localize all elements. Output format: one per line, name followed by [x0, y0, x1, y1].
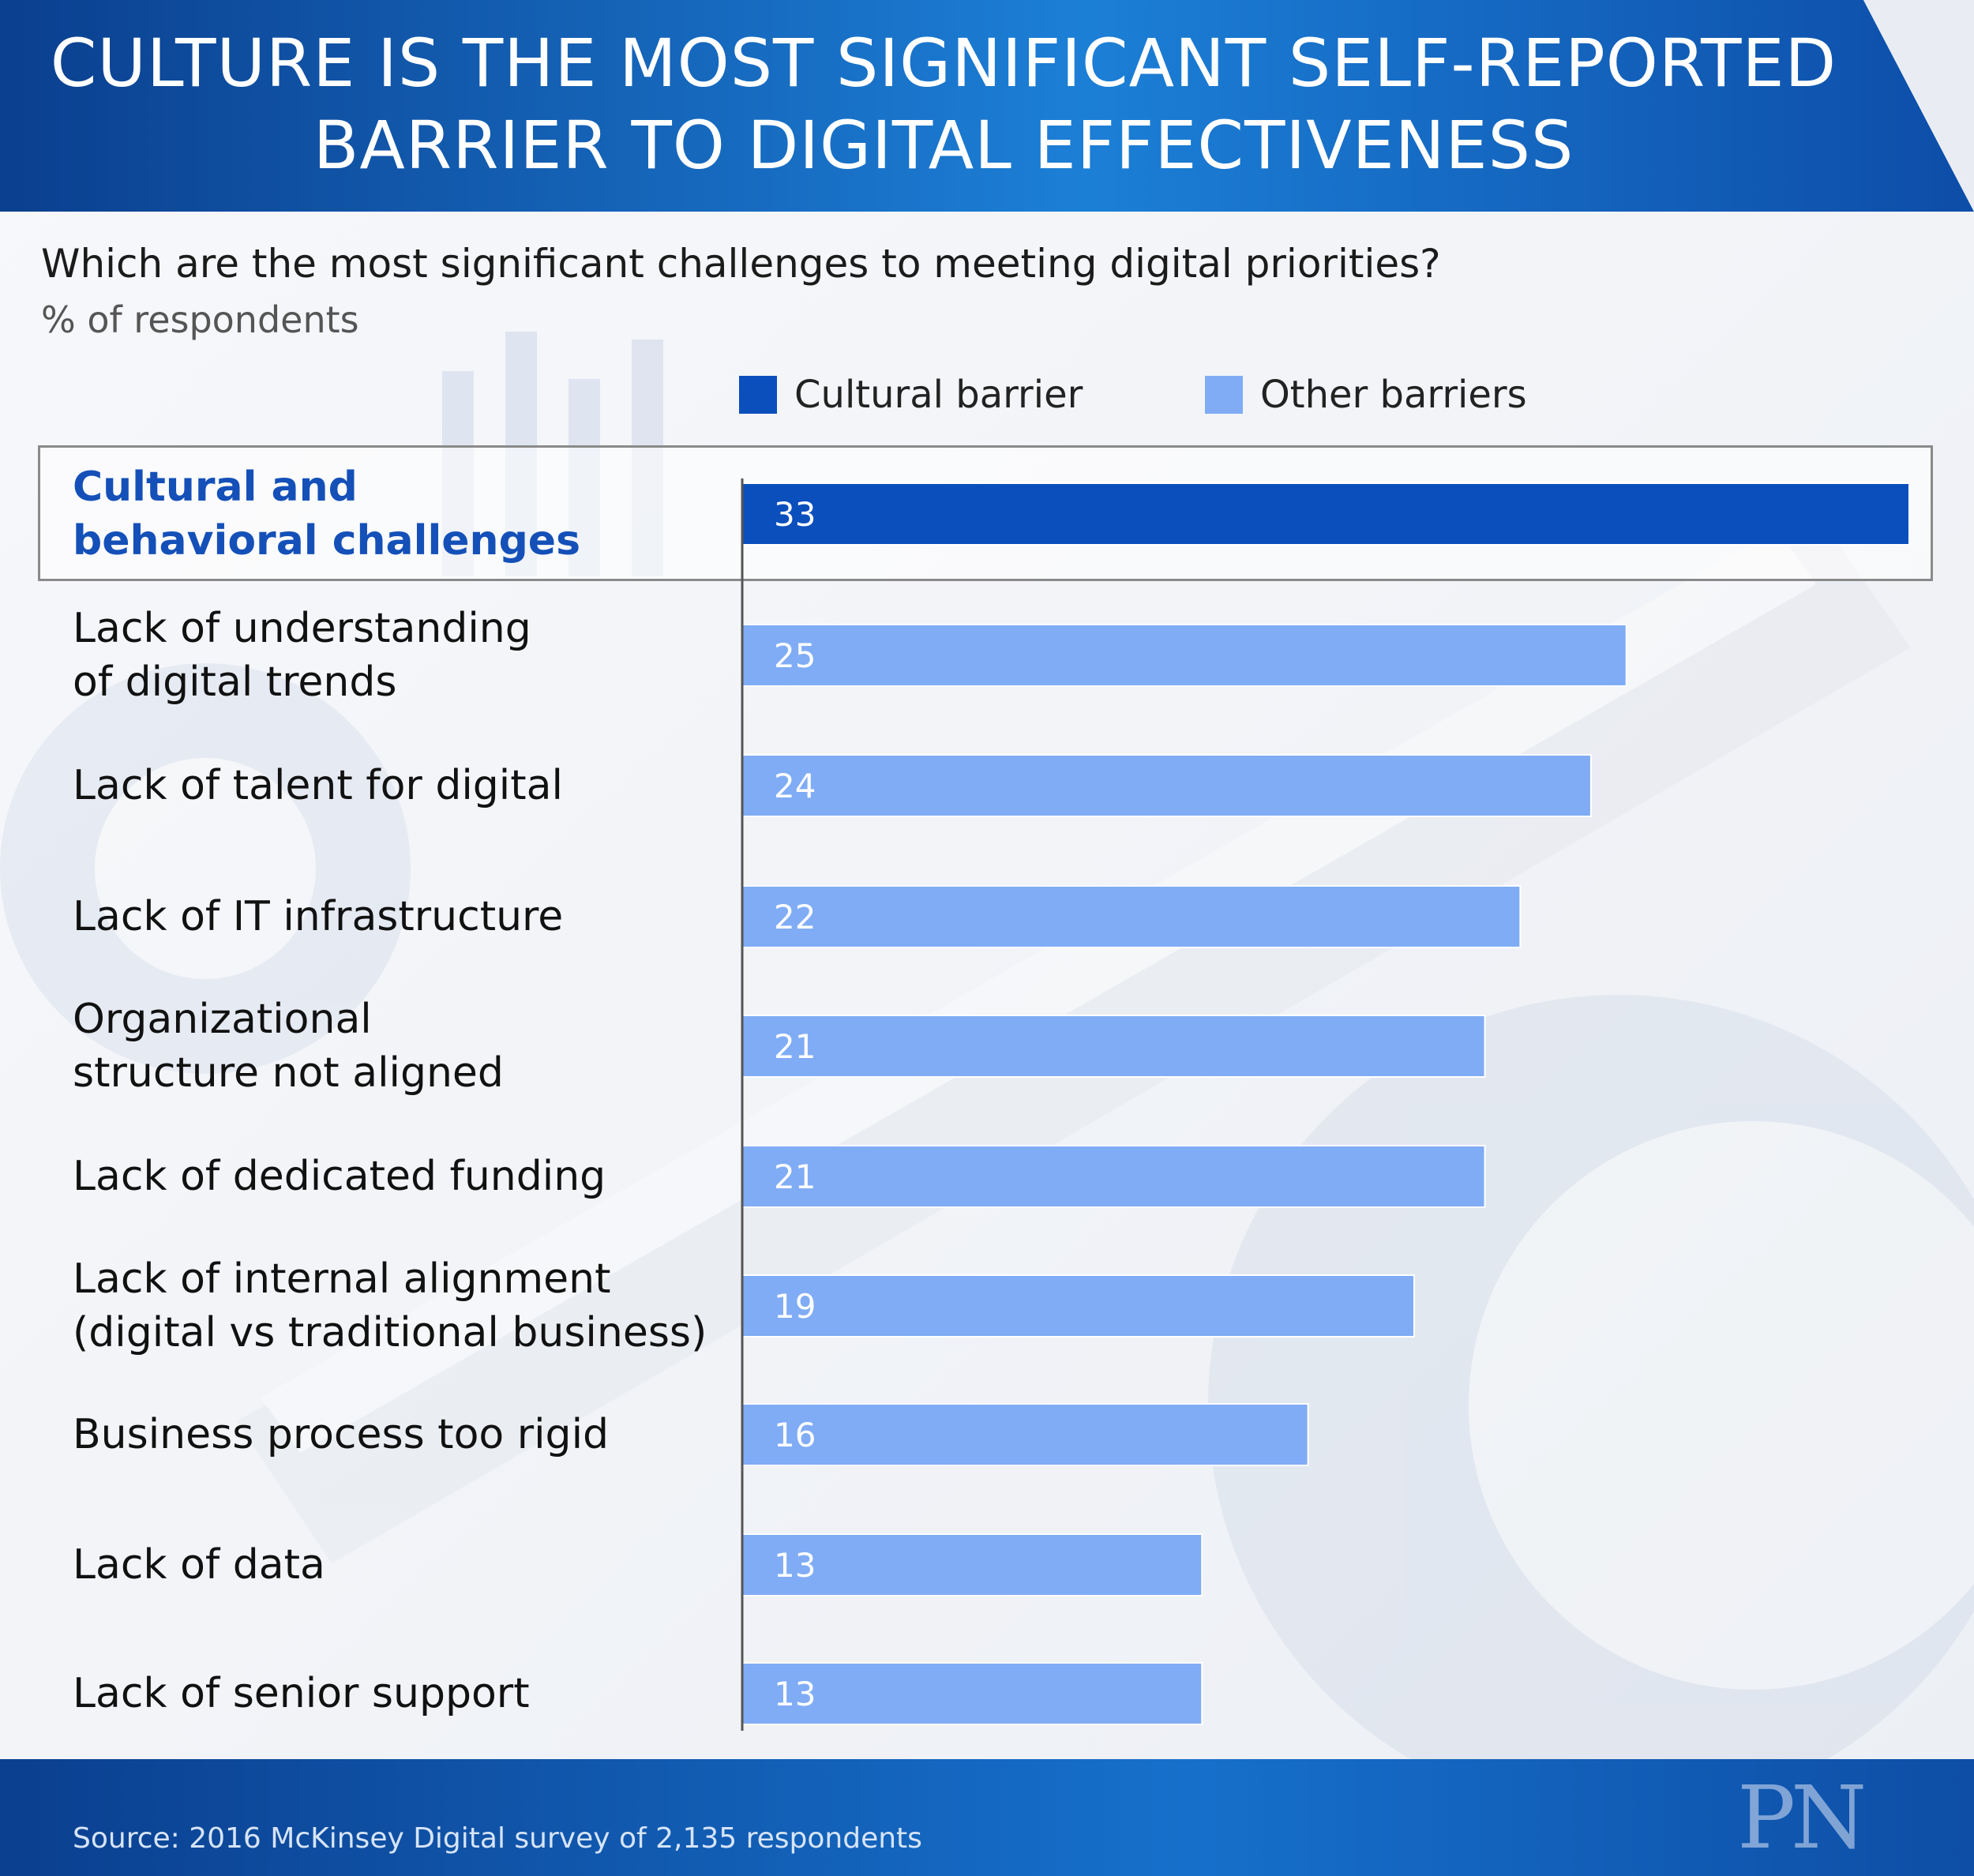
category-label-6: Lack of dedicated funding: [73, 1150, 736, 1203]
legend-swatch-cultural: [739, 376, 777, 414]
category-label-3-line-1: Lack of talent for digital: [73, 762, 563, 809]
legend-label-other: Other barriers: [1260, 373, 1527, 417]
bar-9: [741, 1533, 1203, 1596]
category-label-7: Lack of internal alignment (digital vs tr…: [73, 1252, 736, 1360]
category-label-10: Lack of senior support: [73, 1667, 736, 1720]
category-label-2: Lack of understanding of digital trends: [73, 602, 736, 709]
bar-value-label-3: 24: [774, 767, 816, 805]
legend-swatch-other: [1205, 376, 1243, 414]
category-label-2-line-2: of digital trends: [73, 658, 397, 706]
footer-banner: Source: 2016 McKinsey Digital survey of …: [0, 1759, 1974, 1876]
bar-value-label-4: 22: [774, 898, 816, 936]
bar-value-label-10: 13: [774, 1675, 816, 1713]
category-label-1-line-2: behavioral challenges: [73, 517, 581, 565]
chart-unit: % of respondents: [41, 298, 359, 341]
category-label-7-line-1: Lack of internal alignment: [73, 1255, 611, 1303]
bar-7: [741, 1274, 1415, 1338]
category-label-1-line-1: Cultural and: [73, 463, 358, 511]
category-label-7-line-2: (digital vs traditional business): [73, 1309, 707, 1356]
category-label-4: Lack of IT infrastructure: [73, 890, 736, 944]
legend-label-cultural: Cultural barrier: [794, 373, 1083, 417]
category-label-8-line-1: Business process too rigid: [73, 1411, 610, 1458]
bar-5: [741, 1015, 1486, 1078]
category-label-10-line-1: Lack of senior support: [73, 1670, 530, 1717]
category-label-9: Lack of data: [73, 1538, 736, 1592]
bar-value-label-7: 19: [774, 1287, 816, 1326]
title-line-1: CULTURE IS THE MOST SIGNIFICANT SELF-REP…: [50, 24, 1837, 102]
source-note: Source: 2016 McKinsey Digital survey of …: [73, 1822, 922, 1855]
bar-2: [741, 624, 1627, 687]
chart-question: Which are the most significant challenge…: [41, 241, 1441, 287]
bar-4: [741, 885, 1522, 948]
category-label-6-line-1: Lack of dedicated funding: [73, 1153, 606, 1200]
bar-value-label-8: 16: [774, 1416, 816, 1454]
title-line-2: BARRIER TO DIGITAL EFFECTIVENESS: [313, 107, 1574, 184]
category-label-1: Cultural and behavioral challenges: [73, 460, 736, 568]
bar-1: [741, 482, 1910, 546]
header-banner: CULTURE IS THE MOST SIGNIFICANT SELF-REP…: [0, 0, 1974, 212]
bar-value-label-2: 25: [774, 636, 816, 675]
bar-3: [741, 754, 1592, 817]
category-label-5-line-2: structure not aligned: [73, 1049, 504, 1097]
bar-8: [741, 1403, 1309, 1466]
category-label-5-line-1: Organizational: [73, 996, 372, 1043]
category-label-5: Organizational structure not aligned: [73, 992, 736, 1100]
bar-value-label-9: 13: [774, 1546, 816, 1585]
category-label-3: Lack of talent for digital: [73, 759, 736, 812]
bar-value-label-1: 33: [774, 495, 816, 534]
brand-logo: PN: [1737, 1767, 1867, 1868]
category-label-9-line-1: Lack of data: [73, 1541, 325, 1589]
category-label-2-line-1: Lack of understanding: [73, 605, 531, 652]
page-title: CULTURE IS THE MOST SIGNIFICANT SELF-REP…: [0, 22, 1887, 186]
bar-value-label-5: 21: [774, 1027, 816, 1066]
category-label-8: Business process too rigid: [73, 1408, 736, 1461]
bar-value-label-6: 21: [774, 1157, 816, 1196]
category-label-4-line-1: Lack of IT infrastructure: [73, 893, 564, 940]
bar-6: [741, 1145, 1486, 1208]
